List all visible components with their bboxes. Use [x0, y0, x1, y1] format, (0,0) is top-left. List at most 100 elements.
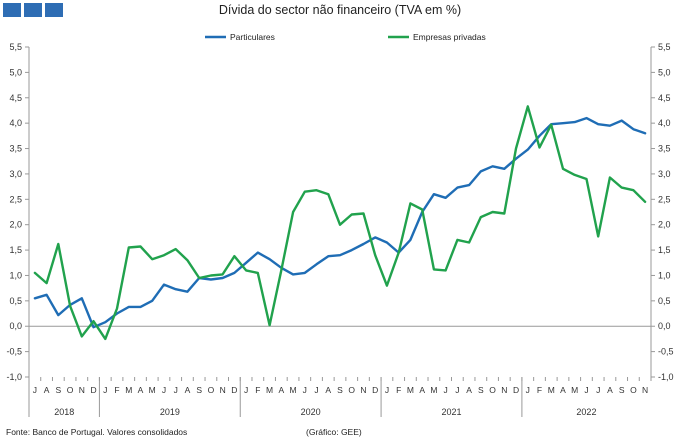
- x-month-label: A: [607, 385, 613, 395]
- legend-label-empresas-privadas: Empresas privadas: [413, 32, 486, 42]
- y-tick-label-left: 3,5: [9, 144, 22, 154]
- x-month-label: J: [162, 385, 166, 395]
- series-line-empresas-privadas: [33, 105, 647, 341]
- y-tick-label-left: 1,5: [9, 245, 22, 255]
- x-month-label: M: [266, 385, 273, 395]
- x-month-label: O: [348, 385, 355, 395]
- x-month-label: J: [33, 385, 37, 395]
- x-year-label: 2018: [54, 407, 74, 417]
- x-month-label: J: [174, 385, 178, 395]
- x-month-label: J: [385, 385, 389, 395]
- x-month-label: J: [584, 385, 588, 395]
- legend-label-particulares: Particulares: [230, 32, 275, 42]
- y-tick-label-left: 5,0: [9, 67, 22, 77]
- x-month-label: M: [571, 385, 578, 395]
- x-month-label: S: [478, 385, 484, 395]
- x-month-label: S: [196, 385, 202, 395]
- y-tick-label-left: 5,5: [9, 42, 22, 52]
- x-month-label: M: [149, 385, 156, 395]
- y-tick-label-right: 0,0: [658, 321, 671, 331]
- x-month-label: F: [396, 385, 401, 395]
- x-month-label: S: [619, 385, 625, 395]
- series-line-particulares: [33, 116, 647, 329]
- x-month-label: J: [314, 385, 318, 395]
- x-month-label: M: [430, 385, 437, 395]
- y-tick-label-right: 3,5: [658, 144, 671, 154]
- x-month-label: F: [255, 385, 260, 395]
- x-month-label: S: [337, 385, 343, 395]
- x-month-label: F: [114, 385, 119, 395]
- y-tick-label-right: 0,5: [658, 296, 671, 306]
- axes: [28, 47, 652, 377]
- y-tick-label-right: 5,0: [658, 67, 671, 77]
- x-month-label: A: [278, 385, 284, 395]
- x-month-label: D: [231, 385, 237, 395]
- x-month-label: D: [513, 385, 519, 395]
- x-month-label: F: [537, 385, 542, 395]
- y-tick-label-left: 3,0: [9, 169, 22, 179]
- x-month-label: A: [419, 385, 425, 395]
- x-month-label: A: [560, 385, 566, 395]
- x-month-label: M: [290, 385, 297, 395]
- y-tick-label-left: 4,0: [9, 118, 22, 128]
- y-tick-label-right: -1,0: [658, 372, 674, 382]
- logo: [3, 3, 63, 17]
- x-month-label: A: [466, 385, 472, 395]
- x-month-label: J: [596, 385, 600, 395]
- y-tick-label-right: 3,0: [658, 169, 671, 179]
- x-year-label: 2022: [576, 407, 596, 417]
- x-month-label: O: [67, 385, 74, 395]
- x-month-label: M: [548, 385, 555, 395]
- y-tick-label-left: -1,0: [6, 372, 22, 382]
- y-tick-label-right: 1,5: [658, 245, 671, 255]
- x-month-label: N: [360, 385, 366, 395]
- y-tick-label-left: 4,5: [9, 93, 22, 103]
- x-year-label: 2021: [441, 407, 461, 417]
- source-note: Fonte: Banco de Portugal. Valores consol…: [6, 427, 188, 437]
- logo-block: [45, 3, 63, 17]
- x-year-label: 2020: [301, 407, 321, 417]
- x-month-label: N: [642, 385, 648, 395]
- y-tick-label-right: 2,0: [658, 220, 671, 230]
- y-tick-label-left: 0,5: [9, 296, 22, 306]
- x-month-label: A: [185, 385, 191, 395]
- x-month-label: J: [526, 385, 530, 395]
- logo-block: [3, 3, 21, 17]
- x-month-label: J: [244, 385, 248, 395]
- y-axis-right: 5,5 5,0 4,5 4,0 3,5 3,0 2,5 2,0 1,5 1,0 0,5 0,0 -0,5…: [651, 42, 674, 382]
- y-axis-left: 5,5 5,0 4,5 4,0 3,5 3,0 2,5 2,0 1,5 1,0 0,5 0,0 -0,5…: [6, 42, 29, 382]
- x-year-label: 2019: [160, 407, 180, 417]
- plot-area: [33, 105, 647, 341]
- x-month-label: A: [44, 385, 50, 395]
- x-month-label: A: [325, 385, 331, 395]
- y-tick-label-right: 1,0: [658, 270, 671, 280]
- x-month-label: O: [208, 385, 215, 395]
- legend: Particulares Empresas privadas: [205, 32, 486, 42]
- logo-block: [24, 3, 42, 17]
- chart-credit: (Gráfico: GEE): [306, 427, 362, 437]
- x-month-label: A: [138, 385, 144, 395]
- chart-title: Dívida do sector não financeiro (TVA em …: [218, 3, 462, 17]
- x-month-label: J: [455, 385, 459, 395]
- x-month-label: J: [103, 385, 107, 395]
- y-tick-label-left: -0,5: [6, 347, 22, 357]
- x-month-label: M: [407, 385, 414, 395]
- y-tick-label-right: 5,5: [658, 42, 671, 52]
- y-tick-label-left: 2,0: [9, 220, 22, 230]
- y-tick-label-left: 1,0: [9, 270, 22, 280]
- x-month-label: D: [90, 385, 96, 395]
- x-month-label: N: [220, 385, 226, 395]
- y-tick-label-right: 4,0: [658, 118, 671, 128]
- x-month-label: N: [501, 385, 507, 395]
- y-tick-label-right: 4,5: [658, 93, 671, 103]
- x-month-label: N: [79, 385, 85, 395]
- x-month-label: O: [630, 385, 637, 395]
- x-month-label: O: [489, 385, 496, 395]
- x-month-label: S: [56, 385, 62, 395]
- y-tick-label-right: 2,5: [658, 194, 671, 204]
- x-month-label: M: [125, 385, 132, 395]
- y-tick-label-left: 0,0: [9, 321, 22, 331]
- x-month-label: D: [372, 385, 378, 395]
